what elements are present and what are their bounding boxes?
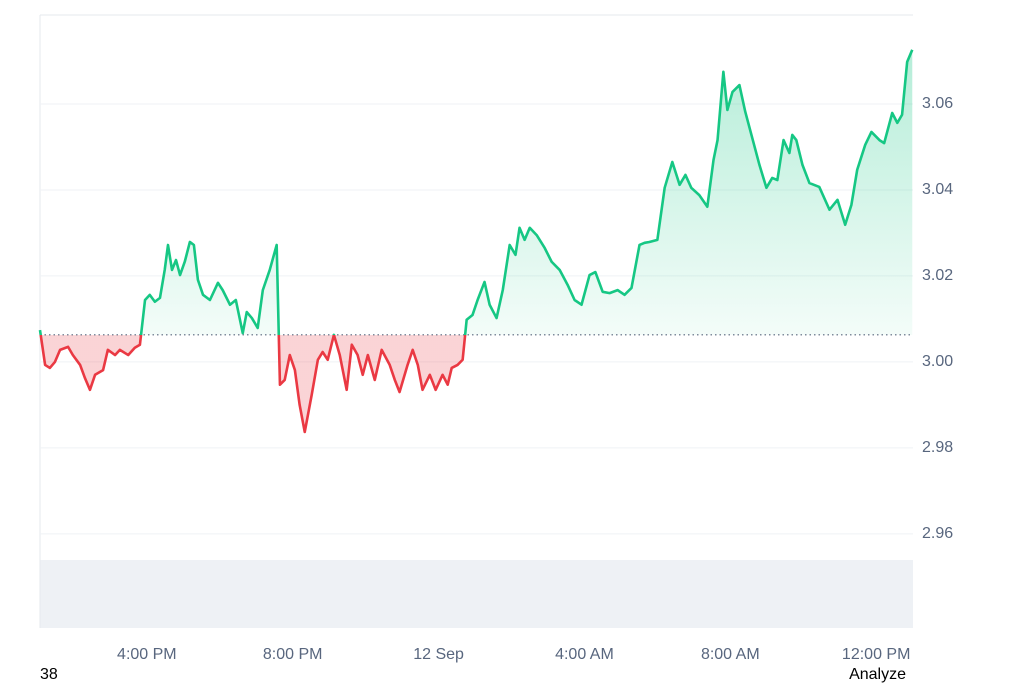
volume-band	[40, 560, 913, 628]
y-tick-label: 2.98	[922, 439, 953, 456]
x-tick-label: 8:00 PM	[263, 646, 323, 663]
x-tick-label: 12 Sep	[413, 646, 464, 663]
footer-right: Analyze	[849, 666, 906, 683]
area	[40, 49, 913, 432]
y-tick-label: 3.04	[922, 181, 953, 198]
y-tick-label: 3.00	[922, 353, 953, 370]
price-line	[38, 49, 914, 434]
x-tick-label: 4:00 AM	[555, 646, 614, 663]
x-tick-label: 4:00 PM	[117, 646, 177, 663]
footer-left: 38	[40, 666, 58, 683]
x-tick-label: 8:00 AM	[701, 646, 760, 663]
x-tick-label: 12:00 PM	[842, 646, 910, 663]
y-tick-label: 3.02	[922, 267, 953, 284]
y-tick-label: 2.96	[922, 525, 953, 542]
y-tick-label: 3.06	[922, 95, 953, 112]
